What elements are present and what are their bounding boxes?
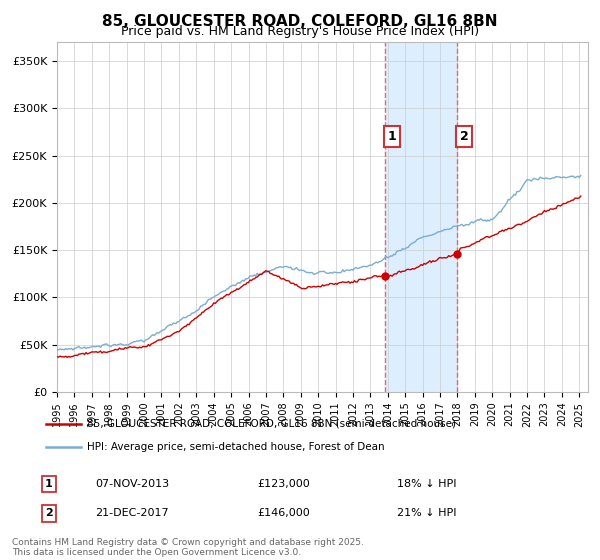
Text: 21-DEC-2017: 21-DEC-2017 — [95, 508, 169, 519]
Text: 18% ↓ HPI: 18% ↓ HPI — [397, 479, 457, 489]
Text: 2: 2 — [460, 130, 468, 143]
Text: HPI: Average price, semi-detached house, Forest of Dean: HPI: Average price, semi-detached house,… — [86, 442, 385, 452]
Text: 1: 1 — [45, 479, 53, 489]
Bar — [385, 42, 457, 392]
Text: 21% ↓ HPI: 21% ↓ HPI — [397, 508, 457, 519]
Text: 85, GLOUCESTER ROAD, COLEFORD, GL16 8BN (semi-detached house): 85, GLOUCESTER ROAD, COLEFORD, GL16 8BN … — [86, 419, 456, 429]
Text: 1: 1 — [388, 130, 397, 143]
Text: 85, GLOUCESTER ROAD, COLEFORD, GL16 8BN: 85, GLOUCESTER ROAD, COLEFORD, GL16 8BN — [102, 14, 498, 29]
Text: £146,000: £146,000 — [257, 508, 310, 519]
Text: 07-NOV-2013: 07-NOV-2013 — [95, 479, 169, 489]
Text: Contains HM Land Registry data © Crown copyright and database right 2025.
This d: Contains HM Land Registry data © Crown c… — [12, 538, 364, 557]
Text: Price paid vs. HM Land Registry's House Price Index (HPI): Price paid vs. HM Land Registry's House … — [121, 25, 479, 38]
Text: £123,000: £123,000 — [257, 479, 310, 489]
Text: 2: 2 — [45, 508, 53, 519]
